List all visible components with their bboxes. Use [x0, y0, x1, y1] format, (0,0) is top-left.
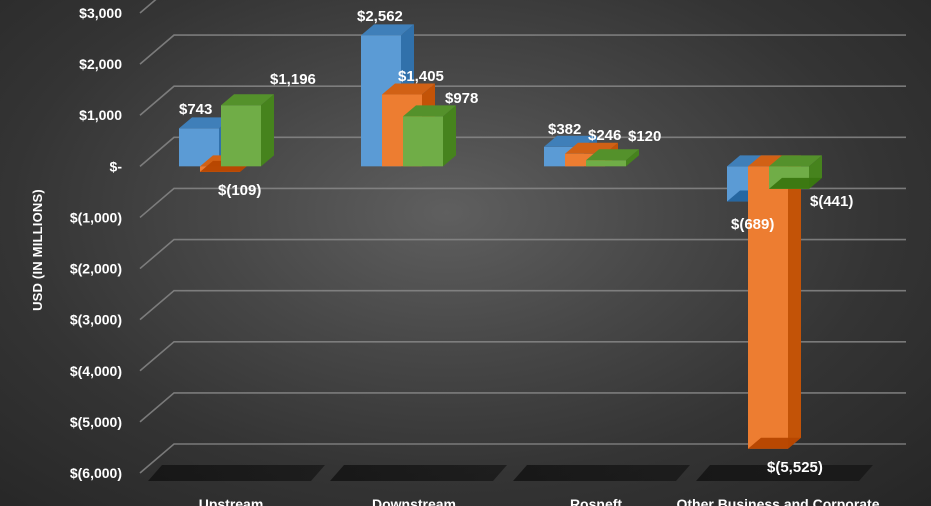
- data-label-1-1: $1,405: [398, 68, 444, 85]
- data-label-0-2: $1,196: [270, 71, 316, 88]
- bar-3-1: [748, 155, 801, 449]
- data-label-layer: $743 $(109) $1,196 $2,562 $1,405$978 $382 $246…: [179, 8, 853, 476]
- bar-side: [626, 149, 639, 167]
- bar-top: [221, 94, 274, 106]
- y-axis-title: USD (IN MILLIONS): [30, 189, 45, 311]
- bar-front: [403, 116, 443, 167]
- y-gridline: [139, 238, 906, 270]
- y-gridline: [139, 443, 906, 474]
- bar-bottom: [769, 177, 822, 189]
- data-label-0-0: $743: [179, 101, 212, 118]
- category-label-2: Rosneft: [570, 496, 622, 506]
- bar-2-2: [586, 149, 639, 167]
- bar-front: [586, 160, 626, 167]
- floor-shadow: [696, 465, 873, 481]
- data-label-3-2: $(441): [810, 193, 853, 210]
- y-axis-tick-label-layer: $3,000 $2,000 $1,000 $- $(1,000) $(2,000) $(3,…: [70, 5, 122, 481]
- category-label-3: Other Business and Corporate: [676, 496, 879, 506]
- data-label-1-0: $2,562: [357, 8, 403, 25]
- data-label-2-0: $382: [548, 121, 581, 138]
- data-label-1-2: $978: [445, 90, 478, 107]
- y-axis-tick-label: $(2,000): [70, 261, 122, 277]
- bar-3-2: [769, 155, 822, 189]
- y-gridline: [139, 136, 906, 167]
- y-axis-tick-label: $(4,000): [70, 363, 122, 379]
- y-gridline: [139, 85, 906, 116]
- floor-shadow: [513, 465, 690, 481]
- y-axis-tick-label: $-: [110, 158, 123, 174]
- y-axis-tick-label: $(5,000): [70, 414, 122, 430]
- bar-top: [769, 155, 822, 167]
- y-gridline: [139, 34, 906, 65]
- bar-bottom: [748, 437, 801, 449]
- bar-front: [748, 166, 788, 449]
- bar-0-2: [221, 94, 274, 167]
- y-axis-tick-label: $(3,000): [70, 312, 122, 328]
- bar-front: [221, 105, 261, 167]
- bar-side: [443, 105, 456, 167]
- data-label-3-1: $(5,525): [767, 459, 823, 476]
- y-axis-tick-label: $2,000: [79, 56, 122, 72]
- y-gridline: [139, 289, 906, 321]
- y-axis-tick-label: $1,000: [79, 107, 122, 123]
- y-gridline: [139, 0, 157, 14]
- bar-1-2: [403, 105, 456, 167]
- bar-top: [586, 149, 639, 161]
- floor-shadow: [330, 465, 507, 481]
- y-axis-tick-label: $(1,000): [70, 209, 122, 225]
- data-label-2-1: $246: [588, 127, 621, 144]
- y-gridline: [139, 187, 906, 219]
- y-gridline: [139, 340, 906, 372]
- data-label-0-1: $(109): [218, 182, 261, 199]
- y-gridline: [139, 392, 906, 423]
- floor-shadow: [148, 465, 325, 481]
- category-label-1: Downstream: [372, 496, 456, 506]
- bar-top: [382, 83, 435, 95]
- gridline-layer: [139, 0, 906, 474]
- bar-side: [261, 94, 274, 167]
- bar-side: [788, 155, 801, 449]
- category-label-layer: Upstream Downstream Rosneft Other Business …: [199, 496, 880, 506]
- bar-top: [179, 117, 232, 129]
- bar-top: [403, 105, 456, 117]
- y-axis-tick-label: $(6,000): [70, 465, 122, 481]
- data-label-3-0: $(689): [731, 216, 774, 233]
- data-label-2-2: $120: [628, 128, 661, 145]
- category-label-0: Upstream: [199, 496, 264, 506]
- floor-shadow-layer: [148, 465, 873, 481]
- y-axis-tick-label: $3,000: [79, 5, 122, 21]
- bar-top: [361, 24, 414, 36]
- bar-layer: [179, 24, 822, 449]
